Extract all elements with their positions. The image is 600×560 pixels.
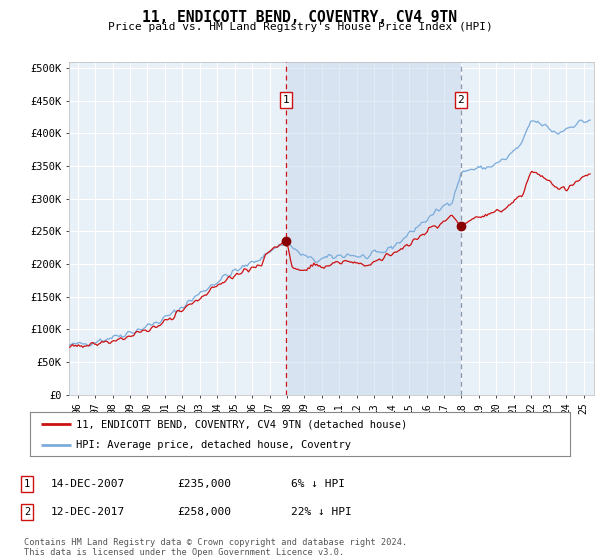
Text: 12-DEC-2017: 12-DEC-2017 <box>51 507 125 517</box>
Text: 22% ↓ HPI: 22% ↓ HPI <box>291 507 352 517</box>
Text: 2: 2 <box>24 507 30 517</box>
Text: 1: 1 <box>24 479 30 489</box>
Text: £235,000: £235,000 <box>177 479 231 489</box>
Text: HPI: Average price, detached house, Coventry: HPI: Average price, detached house, Cove… <box>76 440 351 450</box>
Text: Contains HM Land Registry data © Crown copyright and database right 2024.
This d: Contains HM Land Registry data © Crown c… <box>24 538 407 557</box>
Text: 14-DEC-2007: 14-DEC-2007 <box>51 479 125 489</box>
Text: 1: 1 <box>283 95 290 105</box>
Text: Price paid vs. HM Land Registry's House Price Index (HPI): Price paid vs. HM Land Registry's House … <box>107 22 493 32</box>
Text: 2: 2 <box>457 95 464 105</box>
Text: 6% ↓ HPI: 6% ↓ HPI <box>291 479 345 489</box>
Text: 11, ENDICOTT BEND, COVENTRY, CV4 9TN: 11, ENDICOTT BEND, COVENTRY, CV4 9TN <box>143 10 458 25</box>
Text: 11, ENDICOTT BEND, COVENTRY, CV4 9TN (detached house): 11, ENDICOTT BEND, COVENTRY, CV4 9TN (de… <box>76 419 407 429</box>
Text: £258,000: £258,000 <box>177 507 231 517</box>
Bar <box>286 62 461 395</box>
